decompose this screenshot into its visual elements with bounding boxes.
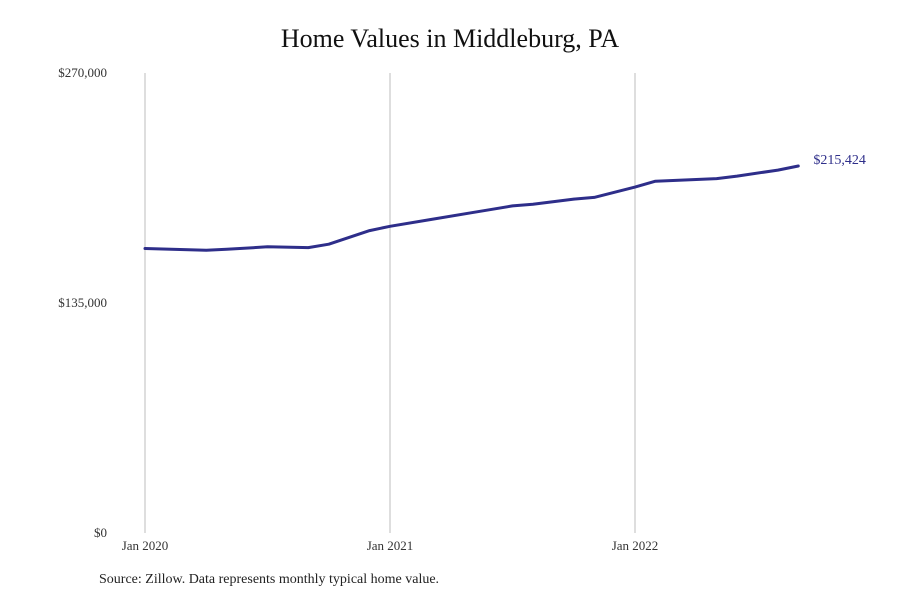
data-point <box>797 164 800 168</box>
data-point <box>470 211 473 214</box>
grid-lines <box>144 73 636 533</box>
x-tick-label: Jan 2021 <box>367 538 414 553</box>
data-point <box>654 179 657 183</box>
data-point <box>592 196 596 199</box>
data-point <box>143 247 147 250</box>
data-point <box>776 168 780 172</box>
data-point <box>429 218 433 221</box>
source-note: Source: Zillow. Data represents monthly … <box>99 572 440 587</box>
series-layer: $215,424 <box>143 153 866 252</box>
y-tick-label: $0 <box>94 525 107 540</box>
data-point <box>327 243 330 246</box>
data-point <box>388 225 392 228</box>
data-point <box>531 202 535 206</box>
data-point <box>511 204 514 208</box>
data-point <box>266 245 269 248</box>
y-tick-label: $270,000 <box>58 65 107 80</box>
data-point <box>368 229 371 232</box>
data-point <box>715 177 718 180</box>
data-point <box>490 208 494 211</box>
data-point <box>633 185 637 189</box>
data-point <box>205 248 208 252</box>
y-tick-label: $135,000 <box>58 295 107 310</box>
x-axis-tick-labels: Jan 2020 Jan 2021 Jan 2022 <box>122 538 659 553</box>
series-line <box>143 164 800 252</box>
data-point <box>307 246 310 249</box>
data-point <box>735 174 739 178</box>
data-point <box>572 197 575 201</box>
chart-title: Home Values in Middleburg, PA <box>280 24 620 53</box>
end-value-label: $215,424 <box>813 153 866 168</box>
data-point <box>225 248 228 251</box>
x-tick-label: Jan 2022 <box>612 538 659 553</box>
x-tick-label: Jan 2020 <box>122 538 169 553</box>
y-axis-tick-labels: $0 $135,000 $270,000 <box>58 65 107 540</box>
